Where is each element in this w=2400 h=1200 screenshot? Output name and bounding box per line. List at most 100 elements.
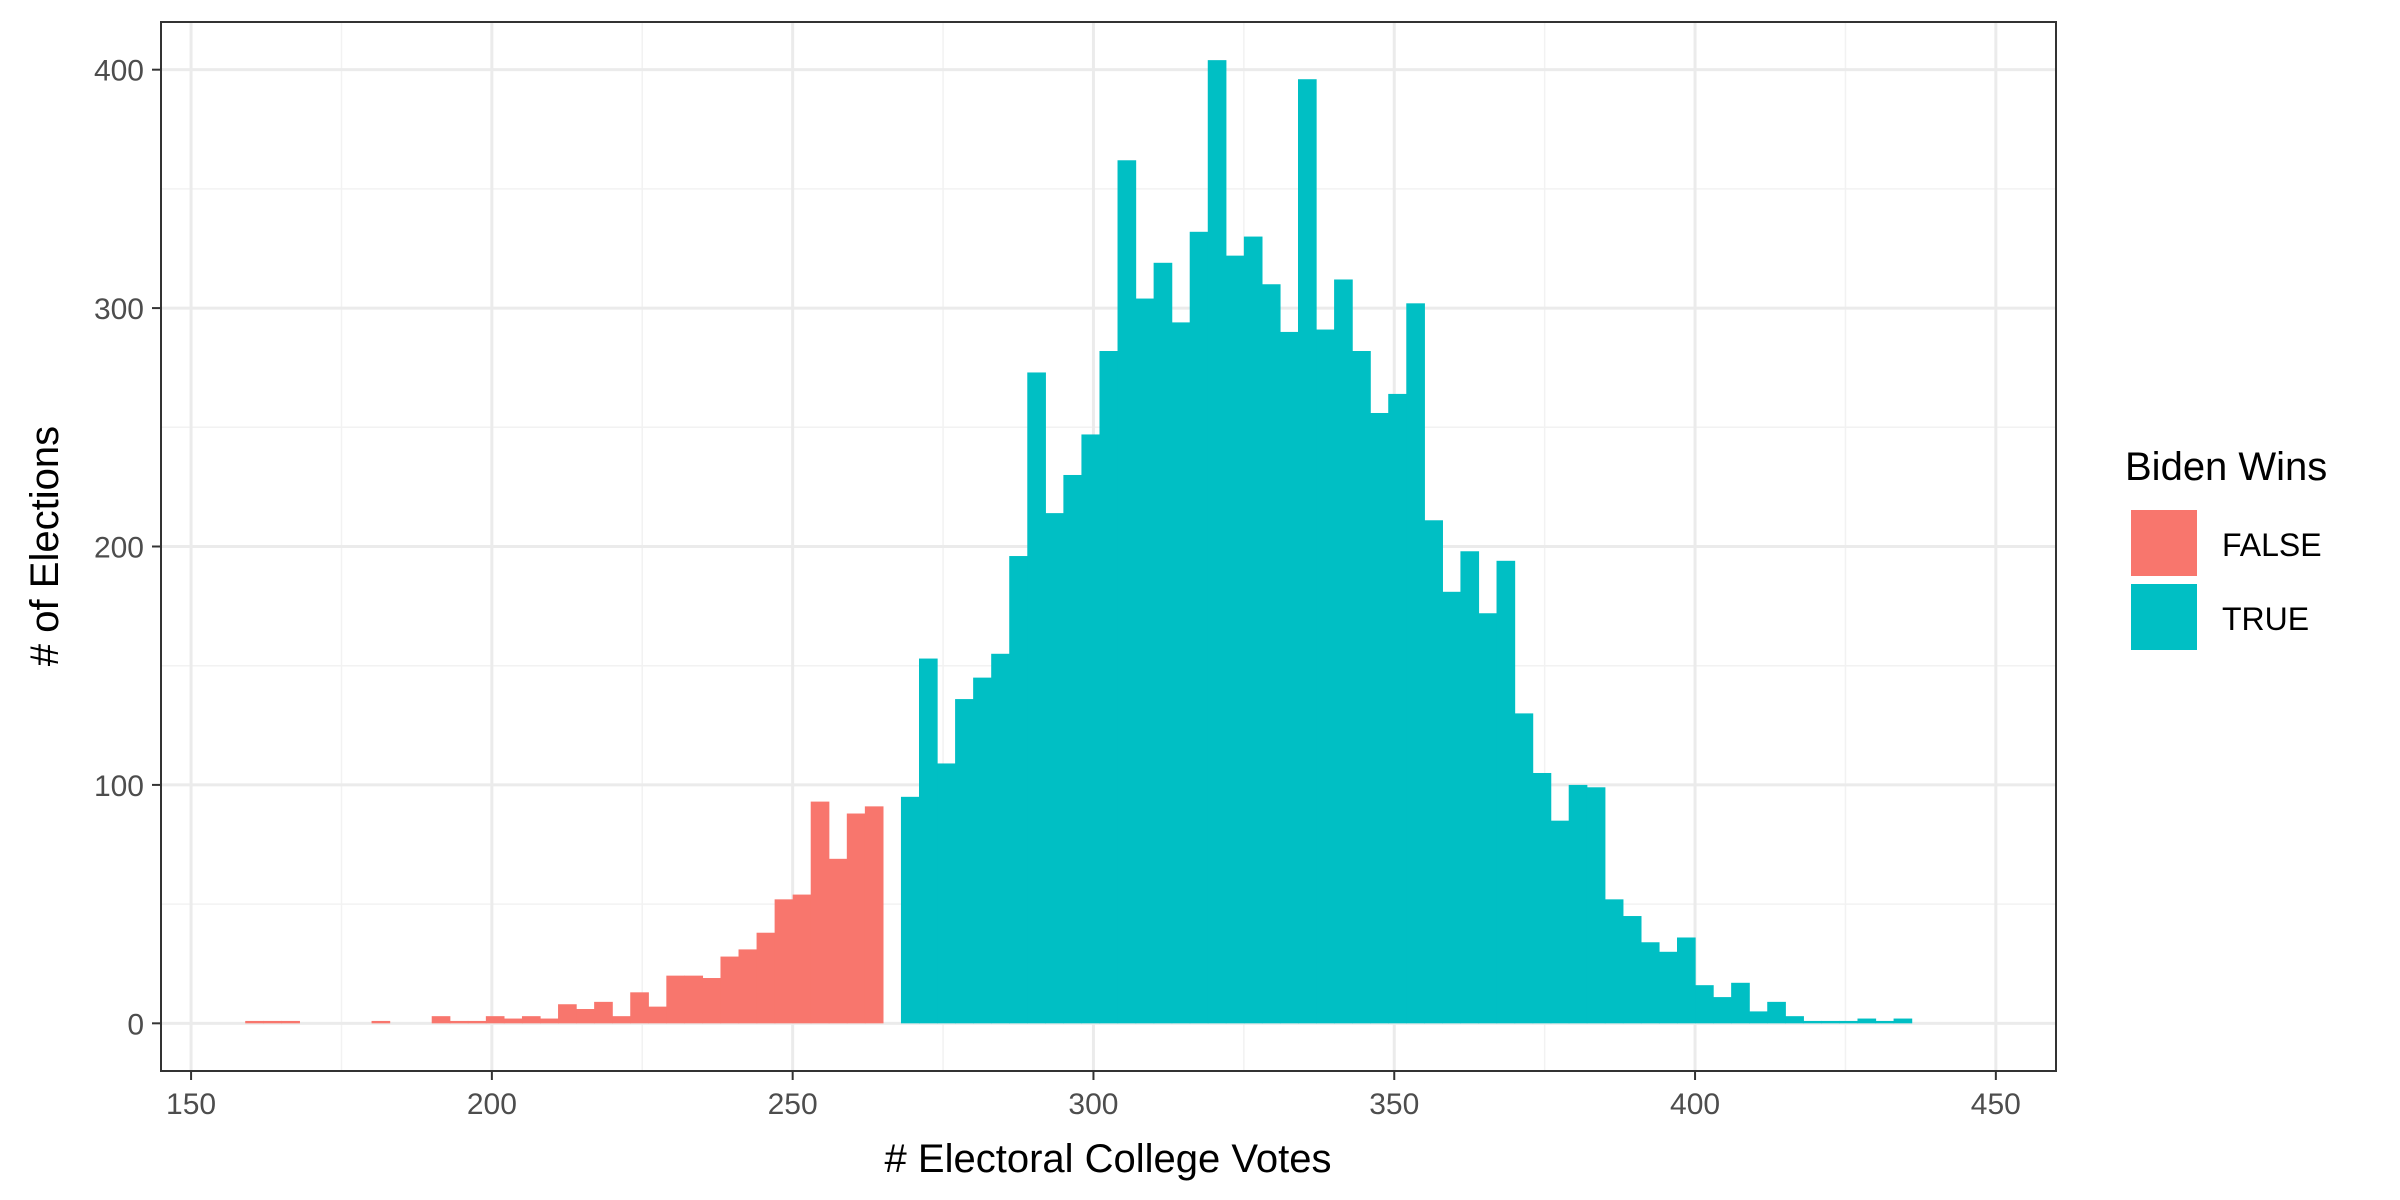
x-tick-label: 200 xyxy=(467,1088,517,1121)
histogram-bar xyxy=(1370,412,1389,1024)
histogram-bar xyxy=(1640,942,1660,1024)
histogram-bar xyxy=(1496,560,1516,1024)
histogram-bar xyxy=(612,1016,631,1024)
series-false xyxy=(245,801,884,1024)
histogram-bar xyxy=(1424,520,1443,1024)
legend-label-false: FALSE xyxy=(2222,527,2322,563)
histogram-bar xyxy=(1063,474,1083,1024)
histogram-bar xyxy=(1785,1016,1804,1024)
x-axis-ticks: 150 200 250 300 350 400 450 xyxy=(166,1071,2021,1121)
y-tick-label: 400 xyxy=(94,55,144,88)
histogram-bar xyxy=(756,932,776,1024)
histogram-bar xyxy=(1279,331,1299,1024)
histogram-bar xyxy=(1857,1018,1877,1024)
histogram-bar xyxy=(1099,351,1119,1024)
histogram-bar xyxy=(1442,591,1462,1024)
histogram-bar xyxy=(1009,556,1028,1024)
histogram-bar xyxy=(1604,899,1624,1024)
histogram-bar xyxy=(1225,255,1245,1024)
histogram-bar xyxy=(1460,551,1480,1024)
histogram-bar xyxy=(1478,613,1498,1024)
histogram-bar xyxy=(1334,279,1353,1024)
histogram-bar xyxy=(1045,513,1064,1024)
histogram-bar xyxy=(1893,1018,1913,1024)
x-tick-label: 300 xyxy=(1068,1088,1118,1121)
histogram-bar xyxy=(1261,284,1281,1024)
x-tick-label: 150 xyxy=(166,1088,216,1121)
histogram-bar xyxy=(1839,1020,1859,1024)
histogram-bar xyxy=(1514,713,1534,1024)
histogram-bar xyxy=(1081,434,1101,1024)
histogram-bar xyxy=(955,699,974,1024)
histogram-bar xyxy=(1731,982,1750,1024)
legend-swatch-false xyxy=(2131,510,2197,576)
histogram-bar xyxy=(792,894,812,1024)
histogram-bar xyxy=(1713,997,1732,1024)
y-tick-label: 300 xyxy=(94,293,144,326)
histogram-bar xyxy=(558,1004,577,1024)
x-axis-title: # Electoral College Votes xyxy=(885,1137,1332,1181)
legend-label-true: TRUE xyxy=(2222,601,2309,637)
y-tick-label: 0 xyxy=(127,1008,144,1041)
histogram-bar xyxy=(1406,303,1425,1024)
histogram-bar xyxy=(1622,916,1642,1024)
histogram-bar xyxy=(738,949,758,1024)
histogram-bar xyxy=(1568,784,1588,1024)
series-true xyxy=(900,60,1913,1024)
histogram-bar xyxy=(263,1020,282,1024)
histogram-bar xyxy=(810,801,830,1024)
histogram-bar xyxy=(828,858,848,1024)
histogram-bar xyxy=(1550,820,1570,1024)
histogram-bar xyxy=(1695,985,1714,1024)
histogram-bar xyxy=(684,975,704,1024)
histogram-bar xyxy=(666,975,685,1024)
histogram-bar xyxy=(973,677,992,1024)
histogram-bar xyxy=(1388,393,1407,1024)
histogram-bar xyxy=(648,1006,667,1024)
histogram-bar xyxy=(467,1020,487,1024)
histogram-bar xyxy=(1189,231,1209,1024)
histogram-bar xyxy=(720,956,740,1024)
histogram-bar xyxy=(521,1016,541,1024)
histogram-bar xyxy=(1153,262,1173,1024)
histogram-bar xyxy=(1135,298,1155,1024)
histogram-bar xyxy=(281,1020,300,1024)
histogram-bar xyxy=(449,1020,469,1024)
histogram-bar xyxy=(1749,1011,1768,1024)
histogram-bar xyxy=(900,796,920,1024)
y-axis-title: # of Elections xyxy=(23,426,67,666)
histogram-bar xyxy=(1207,60,1227,1024)
histogram-bar xyxy=(1767,1001,1786,1024)
histogram-bar xyxy=(245,1020,264,1024)
histogram-bar xyxy=(431,1016,451,1024)
histogram-bar xyxy=(1658,951,1678,1024)
y-axis-ticks: 0 100 200 300 400 xyxy=(94,55,161,1041)
histogram-bar xyxy=(540,1018,559,1024)
x-tick-label: 400 xyxy=(1670,1088,1720,1121)
y-tick-label: 200 xyxy=(94,532,144,565)
histogram-bar xyxy=(1352,351,1371,1024)
histogram-bar xyxy=(846,813,866,1024)
histogram-bar xyxy=(630,992,649,1024)
histogram-bar xyxy=(1803,1020,1822,1024)
x-tick-label: 450 xyxy=(1971,1088,2021,1121)
histogram-bar xyxy=(1677,937,1696,1024)
histogram-bar xyxy=(1117,160,1137,1024)
histogram-bar xyxy=(485,1016,505,1024)
histogram-bar xyxy=(702,978,722,1024)
legend: Biden Wins FALSE TRUE xyxy=(2125,445,2327,650)
legend-swatch-true xyxy=(2131,584,2197,650)
legend-title: Biden Wins xyxy=(2125,445,2327,489)
histogram-bar xyxy=(937,763,956,1024)
y-tick-label: 100 xyxy=(94,770,144,803)
histogram-bar xyxy=(1298,79,1317,1024)
histogram-bar xyxy=(371,1020,391,1024)
histogram-bar xyxy=(1532,772,1552,1024)
histogram-bar xyxy=(1027,372,1046,1024)
histogram-bars xyxy=(245,60,1913,1024)
histogram-bar xyxy=(774,899,794,1024)
histogram-bar xyxy=(991,653,1010,1024)
histogram-bar xyxy=(1171,322,1191,1024)
histogram-bar xyxy=(1821,1020,1841,1024)
